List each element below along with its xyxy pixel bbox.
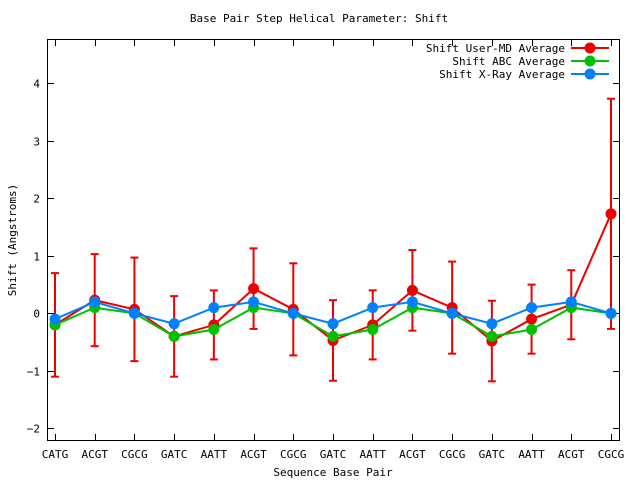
x-axis-label: Sequence Base Pair [273, 466, 393, 479]
data-point [605, 208, 617, 220]
y-tick-label: 2 [33, 193, 40, 206]
x-tick-label: AATT [359, 448, 386, 461]
y-axis-label: Shift (Angstroms) [6, 184, 19, 297]
data-point [486, 330, 498, 342]
y-axis: −2 −1 0 1 2 3 4 [27, 78, 619, 436]
data-point [49, 313, 61, 325]
legend-label: Shift User-MD Average [426, 42, 565, 55]
data-point [367, 323, 379, 335]
legend-marker [584, 55, 596, 67]
x-tick-label: CATG [42, 448, 69, 461]
data-point [526, 323, 538, 335]
series-layer [49, 97, 617, 383]
data-point [526, 302, 538, 314]
y-tick-label: −2 [27, 423, 40, 436]
x-tick-label: ACGT [558, 448, 585, 461]
x-tick-label: ACGT [399, 448, 426, 461]
x-tick-label: GATC [161, 448, 188, 461]
data-point [168, 330, 180, 342]
data-point [208, 302, 220, 314]
legend-label: Shift ABC Average [452, 55, 565, 68]
x-tick-label: ACGT [81, 448, 108, 461]
data-point [248, 283, 260, 295]
x-tick-label: CGCG [121, 448, 148, 461]
data-point [248, 296, 260, 308]
x-tick-label: GATC [479, 448, 506, 461]
legend-marker [584, 42, 596, 54]
data-point [168, 318, 180, 330]
data-point [406, 284, 418, 296]
data-point [406, 296, 418, 308]
data-point [486, 318, 498, 330]
x-tick-label: CGCG [280, 448, 307, 461]
data-point [565, 296, 577, 308]
y-tick-label: 4 [33, 78, 40, 91]
series-3 [49, 296, 617, 330]
data-point [327, 318, 339, 330]
data-point [89, 296, 101, 308]
data-point [128, 307, 140, 319]
x-tick-label: ACGT [240, 448, 267, 461]
y-tick-label: 1 [33, 251, 40, 264]
data-point [327, 330, 339, 342]
x-tick-label: AATT [201, 448, 228, 461]
y-tick-label: 3 [33, 136, 40, 149]
x-tick-label: AATT [518, 448, 545, 461]
data-point [367, 302, 379, 314]
legend-marker [584, 68, 596, 80]
data-point [526, 313, 538, 325]
chart-title: Base Pair Step Helical Parameter: Shift [190, 12, 448, 25]
y-tick-label: −1 [27, 366, 40, 379]
y-tick-label: 0 [33, 308, 40, 321]
x-axis: CATG ACGT CGCG GATC AATT ACGT CGCG GATC AATT ACGT… [42, 40, 625, 461]
data-point [287, 307, 299, 319]
data-point [446, 307, 458, 319]
data-point [208, 323, 220, 335]
plot-frame [47, 39, 620, 441]
x-tick-label: GATC [320, 448, 347, 461]
legend-label: Shift X-Ray Average [439, 68, 565, 81]
x-tick-label: CGCG [439, 448, 466, 461]
data-point [605, 307, 617, 319]
x-tick-label: CGCG [598, 448, 625, 461]
